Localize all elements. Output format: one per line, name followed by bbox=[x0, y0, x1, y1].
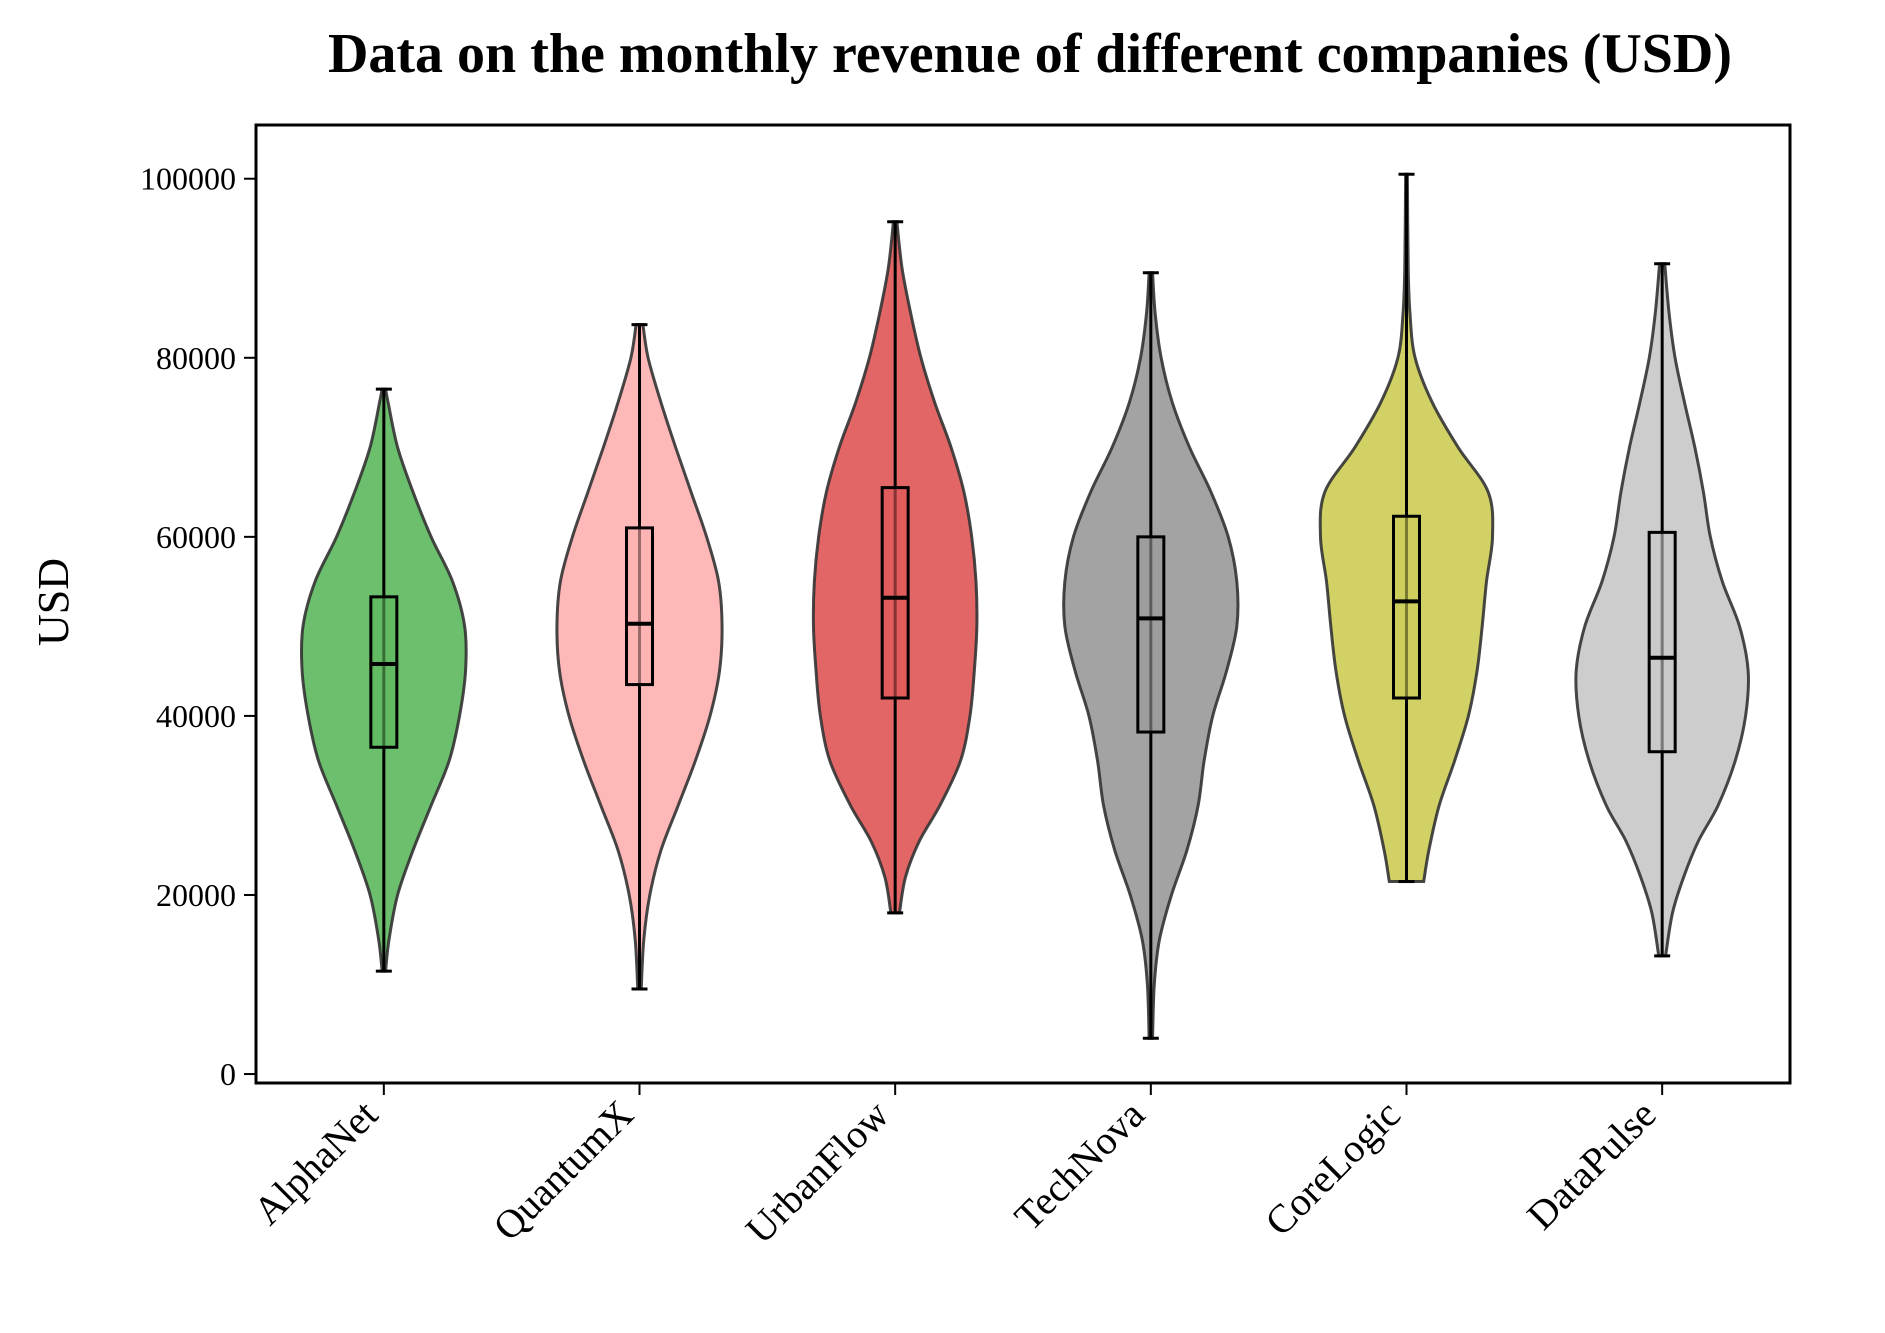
x-tick-label-technova: TechNova bbox=[1006, 1091, 1154, 1239]
x-tick-label-datapulse: DataPulse bbox=[1518, 1092, 1665, 1239]
y-tick-label-60000: 60000 bbox=[156, 519, 236, 555]
iqr-box-technova bbox=[1136, 535, 1166, 734]
violin-group-alphanet bbox=[299, 387, 468, 973]
chart-title: Data on the monthly revenue of different… bbox=[328, 23, 1732, 85]
x-tick-label-corelogic: CoreLogic bbox=[1256, 1092, 1409, 1245]
iqr-box-corelogic bbox=[1392, 514, 1421, 700]
x-tick-label-alphanet: AlphaNet bbox=[244, 1092, 386, 1234]
iqr-box-quantumx bbox=[625, 526, 654, 687]
y-tick-label-40000: 40000 bbox=[156, 698, 236, 734]
y-tick-label-100000: 100000 bbox=[140, 161, 236, 197]
x-axis: AlphaNet QuantumX UrbanFlow TechNova CoreLog… bbox=[244, 1083, 1665, 1252]
violin-group-urbanflow bbox=[811, 220, 979, 915]
y-tick-label-80000: 80000 bbox=[156, 340, 236, 376]
iqr-box-alphanet bbox=[369, 595, 399, 749]
plot-frame bbox=[254, 123, 1792, 1085]
violin-group-corelogic bbox=[1318, 172, 1495, 884]
plot-area bbox=[299, 172, 1750, 1040]
y-tick-label-20000: 20000 bbox=[156, 877, 236, 913]
iqr-box-datapulse bbox=[1647, 530, 1677, 754]
violin-group-quantumx bbox=[555, 323, 724, 991]
x-tick-label-urbanflow: UrbanFlow bbox=[737, 1091, 898, 1252]
y-axis: 0 20000 40000 60000 80000 100000 bbox=[140, 161, 256, 1092]
y-tick-label-0: 0 bbox=[220, 1056, 236, 1092]
violin-group-datapulse bbox=[1574, 262, 1750, 958]
y-axis-label: USD bbox=[29, 558, 78, 646]
violin-group-technova bbox=[1062, 271, 1240, 1040]
x-tick-label-quantumx: QuantumX bbox=[484, 1091, 642, 1249]
iqr-box-urbanflow bbox=[880, 486, 910, 700]
